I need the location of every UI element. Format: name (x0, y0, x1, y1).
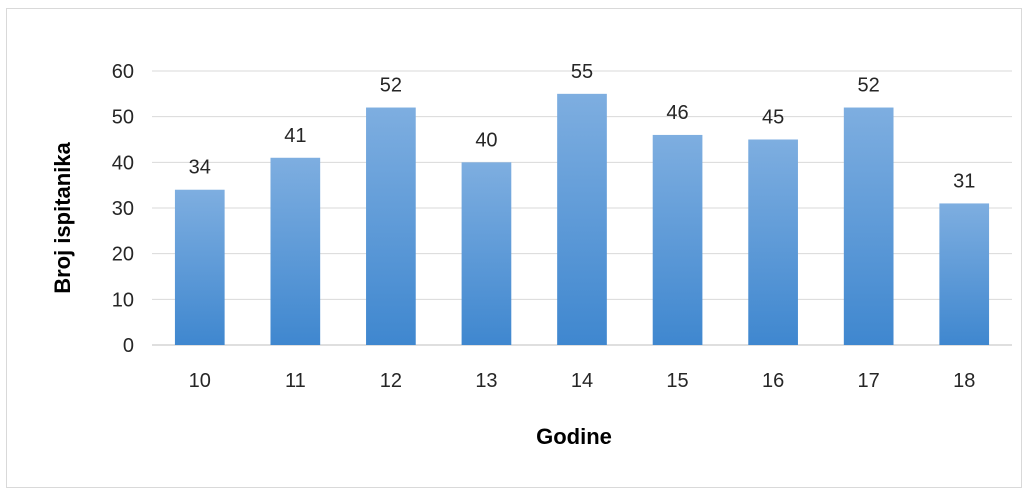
data-label: 34 (189, 157, 211, 179)
bar-11 (270, 157, 321, 345)
data-labels: 34 41 52 40 55 46 45 52 31 (189, 61, 976, 193)
x-axis-ticks: 10 11 12 13 14 15 16 17 18 (189, 370, 976, 392)
data-label: 52 (858, 75, 880, 97)
y-tick-label: 40 (112, 152, 134, 174)
bar-16 (748, 139, 798, 345)
data-label: 46 (666, 102, 688, 124)
x-tick-label: 11 (285, 370, 306, 392)
data-label: 55 (571, 61, 593, 83)
x-tick-label: 12 (380, 370, 402, 392)
x-tick-label: 16 (762, 370, 784, 392)
x-tick-label: 13 (475, 370, 497, 392)
y-tick-label: 10 (112, 289, 134, 311)
bar-15 (652, 134, 703, 345)
bar-12 (366, 107, 416, 346)
data-label: 52 (380, 75, 402, 97)
x-tick-label: 17 (858, 370, 880, 392)
y-tick-label: 50 (112, 107, 134, 129)
y-tick-label: 60 (112, 61, 134, 83)
data-label: 41 (284, 125, 306, 147)
bar-14 (557, 93, 607, 345)
x-axis-title: Godine (536, 424, 612, 449)
y-tick-label: 20 (112, 244, 134, 266)
bar-13 (461, 162, 512, 345)
x-tick-label: 14 (571, 370, 593, 392)
x-tick-label: 18 (953, 370, 975, 392)
x-tick-label: 15 (666, 370, 688, 392)
y-tick-label: 30 (112, 198, 134, 220)
bars (174, 93, 990, 346)
bar-17 (843, 107, 894, 346)
x-tick-label: 10 (189, 370, 211, 392)
data-label: 31 (953, 170, 975, 192)
data-label: 40 (475, 129, 497, 151)
y-axis-title: Broj ispitanika (50, 141, 75, 293)
y-tick-label: 0 (123, 335, 134, 357)
data-label: 45 (762, 107, 784, 129)
bar-10 (174, 189, 225, 345)
y-axis-ticks: 0 10 20 30 40 50 60 (112, 61, 134, 357)
bar-18 (939, 203, 990, 345)
